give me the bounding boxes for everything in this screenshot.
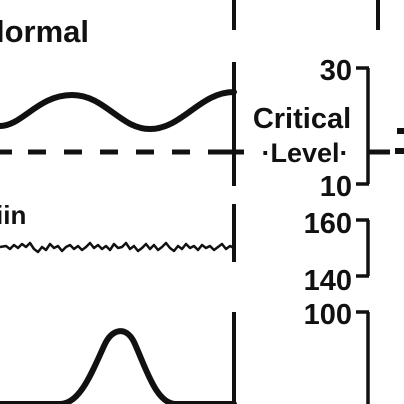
axis-bottom [356, 310, 370, 404]
top-wave-trace [0, 89, 237, 133]
axis-mid-tick-high: 160 [304, 208, 352, 240]
critical-label-line2: ·Level· [261, 138, 348, 168]
axis-mid-tick-low: 140 [304, 265, 352, 297]
axis-top-tick-high: 30 [320, 55, 352, 87]
axis-mid [356, 218, 370, 278]
critical-label-line1: Critical [253, 103, 351, 135]
noisy-baseline-trace [0, 241, 235, 254]
bottom-peak-trace [0, 328, 237, 404]
panel-label-mid: iin [0, 200, 26, 230]
panel-label-top: lormal [0, 14, 89, 49]
axis-top [356, 66, 370, 186]
right-edge-marks [395, 128, 404, 154]
axis-bottom-tick-high: 100 [304, 299, 352, 331]
axis-top-tick-low: 10 [320, 171, 352, 203]
